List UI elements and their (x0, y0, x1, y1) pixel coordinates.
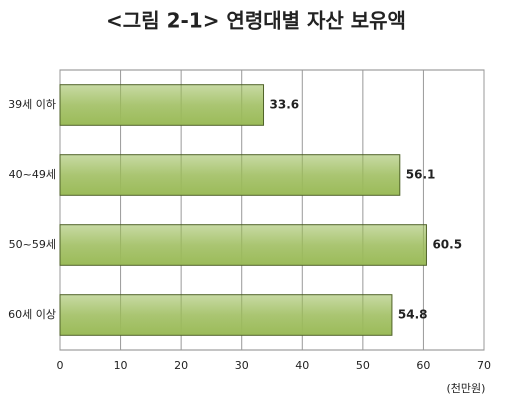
bar (59, 154, 401, 196)
bar (59, 224, 427, 266)
value-label: 33.6 (270, 98, 300, 112)
x-tick-label: 0 (57, 359, 64, 372)
y-tick-label: 50~59세 (9, 238, 56, 251)
chart-title: <그림 2-1> 연령대별 자산 보유액 (106, 9, 406, 33)
y-tick-label: 39세 이하 (8, 97, 56, 111)
x-tick-label: 40 (295, 359, 309, 372)
y-tick-label: 60세 이상 (8, 308, 56, 321)
x-tick-label: 10 (114, 359, 128, 372)
value-label: 60.5 (432, 238, 462, 252)
bar (59, 294, 393, 336)
x-tick-label: 30 (235, 359, 249, 372)
unit-label: (천만원) (447, 381, 486, 395)
x-tick-label: 50 (356, 359, 370, 372)
value-label: 56.1 (406, 168, 436, 182)
x-tick-label: 60 (416, 359, 430, 372)
value-label: 54.8 (398, 308, 428, 322)
bar (59, 84, 265, 126)
x-tick-label: 20 (174, 359, 188, 372)
y-tick-label: 40~49세 (9, 168, 56, 181)
x-tick-label: 70 (477, 359, 491, 372)
